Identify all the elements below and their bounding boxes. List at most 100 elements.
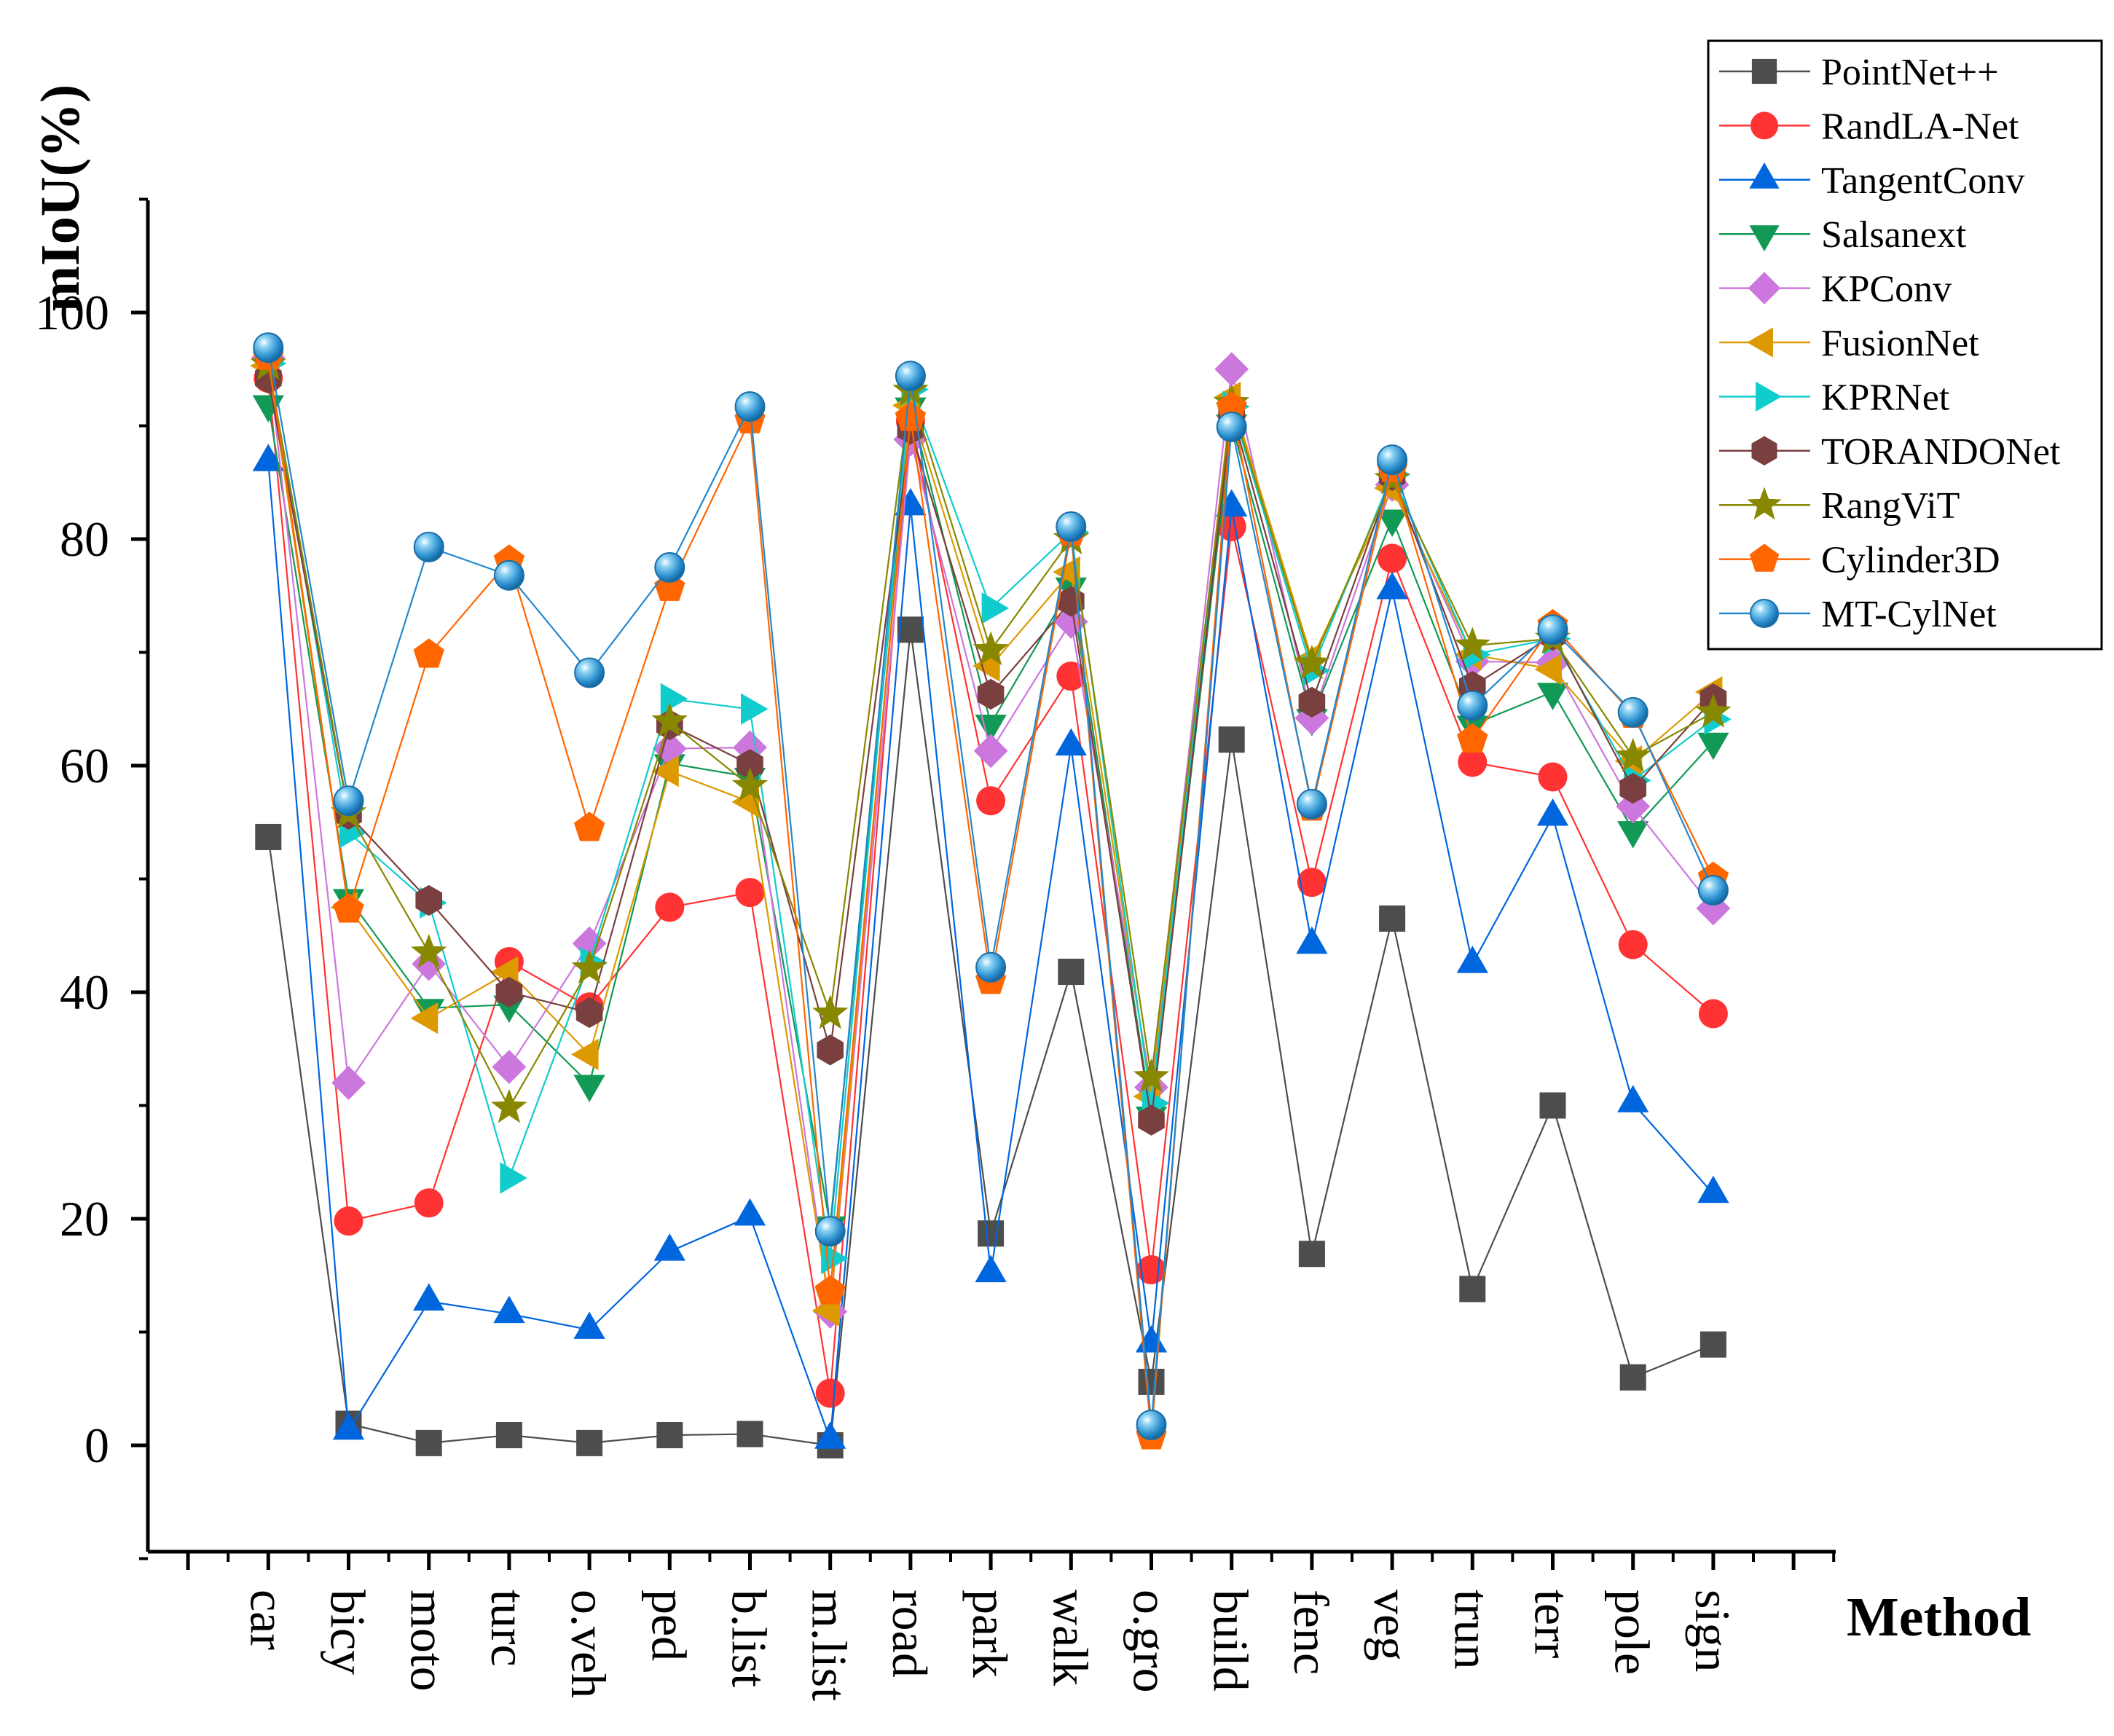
x-ticks: car bicy moto turc o.veh ped b.list m.list road p…: [186, 1552, 1836, 1701]
series-fusionnet: [250, 350, 1723, 1327]
data-point: [1133, 1058, 1170, 1093]
legend-item: KPConv: [1719, 269, 1952, 310]
data-point: [1458, 747, 1488, 777]
legend-label: Cylinder3D: [1821, 540, 2000, 581]
x-tick-label: fenc: [1284, 1590, 1339, 1675]
x-tick-label: walk: [1042, 1590, 1098, 1686]
data-point: [1539, 1092, 1566, 1119]
data-point: [575, 997, 603, 1029]
data-point: [1459, 1276, 1486, 1303]
data-point: [573, 812, 605, 841]
series-salsanext: [252, 395, 1729, 1244]
data-point: [1457, 690, 1488, 721]
data-point: [500, 1162, 527, 1194]
data-point: [1619, 1364, 1646, 1391]
data-point: [1377, 444, 1408, 476]
data-point: [1700, 1331, 1726, 1358]
data-point: [812, 994, 849, 1029]
data-point: [491, 1088, 527, 1123]
data-point: [1617, 821, 1649, 849]
y-tick-label: 0: [85, 1418, 109, 1473]
data-point: [1617, 696, 1649, 728]
x-tick-label: veg: [1364, 1590, 1419, 1661]
data-point: [1055, 728, 1087, 756]
x-tick-label: moto: [401, 1590, 456, 1692]
data-point: [411, 933, 447, 968]
legend-label: Salsanext: [1821, 214, 1967, 256]
data-point: [1136, 1410, 1167, 1441]
legend-marker: [1749, 225, 1780, 252]
data-point: [1698, 999, 1728, 1029]
legend-label: TORANDONet: [1821, 431, 2061, 473]
x-tick-label: ped: [641, 1590, 696, 1661]
data-point: [655, 892, 685, 922]
x-tick-label: o.veh: [561, 1590, 616, 1698]
data-point: [897, 616, 924, 643]
x-tick-label: turc: [481, 1590, 536, 1667]
x-tick-label: car: [240, 1590, 295, 1650]
legend-label: FusionNet: [1821, 323, 1979, 364]
data-point: [1296, 926, 1328, 954]
y-tick-label: 20: [60, 1191, 109, 1246]
data-point: [736, 1421, 763, 1448]
legend-label: MT-CylNet: [1821, 594, 1997, 635]
data-point: [972, 631, 1009, 666]
data-point: [653, 1233, 685, 1261]
data-point: [571, 949, 608, 984]
data-point: [1536, 798, 1569, 826]
data-point: [1697, 1175, 1729, 1203]
y-tick-label: 100: [35, 285, 109, 340]
legend-item: RangViT: [1719, 485, 1960, 527]
legend-label: PointNet++: [1821, 52, 1999, 93]
data-point: [576, 1429, 603, 1456]
y-tick-label: 80: [60, 511, 109, 567]
legend-item: Cylinder3D: [1719, 540, 2000, 581]
data-point: [731, 767, 769, 801]
data-point: [1695, 694, 1732, 728]
data-point: [1056, 661, 1086, 691]
y-tick-label: 40: [60, 965, 109, 1020]
data-point: [1378, 543, 1407, 573]
data-point: [573, 1075, 605, 1103]
x-tick-label: o.gro: [1123, 1590, 1179, 1693]
data-point: [814, 1216, 846, 1247]
data-point: [895, 401, 927, 431]
data-point: [814, 1275, 846, 1305]
data-point: [1619, 772, 1646, 804]
legend-item: RandLA-Net: [1719, 106, 2019, 147]
legend-label: RandLA-Net: [1821, 106, 2019, 147]
x-tick-label: road: [882, 1590, 938, 1678]
legend-marker: [1756, 381, 1782, 412]
legend: PointNet++ RandLA-Net TangentConv Salsanext…: [1707, 39, 2103, 651]
legend-marker: [1748, 272, 1781, 305]
y-ticks: 0 20 40 60 80 100: [35, 197, 148, 1560]
data-point: [1297, 868, 1327, 898]
data-point: [975, 1254, 1007, 1283]
data-point: [1618, 930, 1648, 959]
data-point: [978, 1220, 1005, 1247]
data-point: [817, 1034, 844, 1066]
series-line: [267, 365, 1714, 1311]
data-point: [495, 976, 523, 1008]
legend-marker: [1749, 543, 1780, 572]
y-tick-label: 60: [60, 738, 109, 793]
x-tick-label: trun: [1444, 1590, 1499, 1670]
data-point: [1138, 1104, 1165, 1136]
x-tick-label: build: [1203, 1590, 1259, 1692]
x-tick-label: bicy: [321, 1590, 376, 1675]
series-line: [267, 358, 1714, 1312]
data-point: [654, 551, 685, 583]
data-point: [734, 391, 766, 423]
data-point: [656, 1422, 683, 1449]
data-point: [1454, 627, 1490, 661]
data-point: [1534, 653, 1562, 686]
series-cylinder3d: [253, 340, 1729, 1450]
legend-marker: [1751, 436, 1777, 466]
data-point: [1058, 959, 1085, 986]
data-point: [414, 1188, 444, 1218]
data-point: [1298, 686, 1326, 718]
series-tangentconv: [252, 444, 1729, 1449]
x-axis-title: Method: [1847, 1587, 2031, 1648]
data-point: [651, 755, 679, 788]
